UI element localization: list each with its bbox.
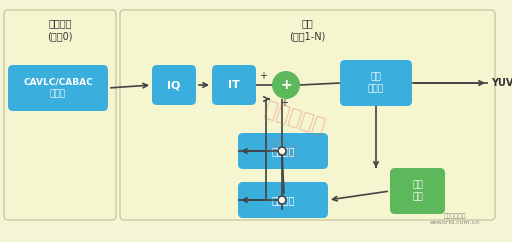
FancyBboxPatch shape [340, 60, 412, 106]
FancyBboxPatch shape [238, 182, 328, 218]
Text: 电子工程辑: 电子工程辑 [262, 99, 328, 137]
Circle shape [278, 147, 286, 155]
Circle shape [278, 196, 286, 204]
Text: IT: IT [228, 80, 240, 90]
Text: +: + [280, 98, 288, 108]
Text: CAVLC/CABAC
解码器: CAVLC/CABAC 解码器 [23, 78, 93, 98]
Text: YUV: YUV [491, 78, 512, 88]
Text: IQ: IQ [167, 80, 181, 90]
Text: 版权所有: 版权所有 [264, 136, 300, 160]
FancyBboxPatch shape [8, 65, 108, 111]
FancyBboxPatch shape [212, 65, 256, 105]
FancyBboxPatch shape [390, 168, 445, 214]
Text: 电子工程世界
eeworld.com.cn: 电子工程世界 eeworld.com.cn [430, 213, 480, 225]
FancyBboxPatch shape [120, 10, 495, 220]
FancyBboxPatch shape [4, 10, 116, 220]
Text: +: + [280, 78, 292, 92]
Text: 重组
(内核1-N): 重组 (内核1-N) [289, 18, 326, 41]
Text: 熵解码器
(内核0): 熵解码器 (内核0) [47, 18, 73, 41]
Text: 去块
滤波器: 去块 滤波器 [368, 73, 384, 93]
Text: +: + [259, 71, 267, 81]
FancyBboxPatch shape [238, 133, 328, 169]
Text: 帧缓
存器: 帧缓 存器 [412, 181, 423, 201]
Text: 运动补偿: 运动补偿 [271, 195, 295, 205]
Circle shape [272, 71, 300, 99]
Text: 帧内预测: 帧内预测 [271, 146, 295, 156]
FancyBboxPatch shape [152, 65, 196, 105]
